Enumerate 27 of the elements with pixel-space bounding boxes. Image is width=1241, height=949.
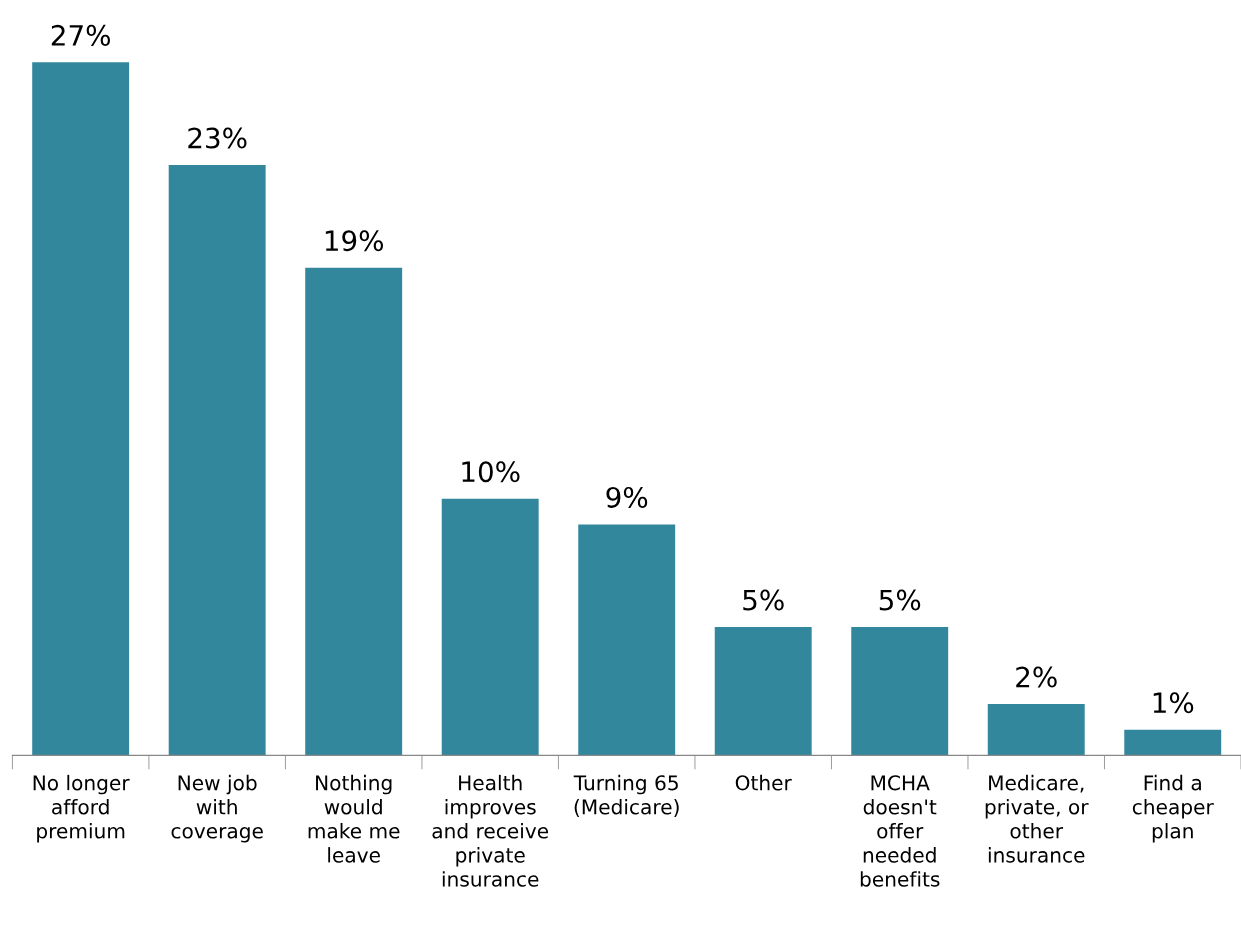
bar: [987, 704, 1085, 756]
bar: [168, 165, 266, 756]
data-label: 2%: [1016, 666, 1057, 688]
bar: [1124, 729, 1222, 756]
data-label: 5%: [879, 589, 921, 611]
x-tick-label: Nothing would make me leave: [308, 774, 400, 863]
x-tick-label: Find a cheaper plan: [1132, 774, 1214, 843]
x-tick-label: Turning 65 (Medicare): [573, 774, 679, 817]
x-tick-label: Medicare, private, or other insurance: [985, 774, 1089, 863]
bar: [305, 267, 403, 756]
data-label: 5%: [743, 589, 784, 611]
x-tick-label: Health improves and receive private insurance: [432, 774, 549, 887]
data-label: 10%: [462, 461, 520, 483]
data-label: 19%: [325, 230, 384, 252]
bar: [578, 524, 676, 756]
data-label: 27%: [51, 24, 110, 46]
data-label: 9%: [606, 486, 648, 508]
x-tick-label: MCHA doesn't offer needed benefits: [860, 775, 940, 887]
bar: [32, 62, 130, 756]
data-label: 1%: [1153, 692, 1194, 714]
bar: [851, 627, 949, 756]
x-tick-label: Other: [735, 774, 792, 791]
bar: [714, 627, 812, 756]
data-label: 23%: [188, 127, 247, 149]
x-tick-label: New job with coverage: [171, 774, 263, 843]
x-tick-label: No longer afford premium: [33, 774, 130, 843]
bar: [441, 498, 539, 756]
